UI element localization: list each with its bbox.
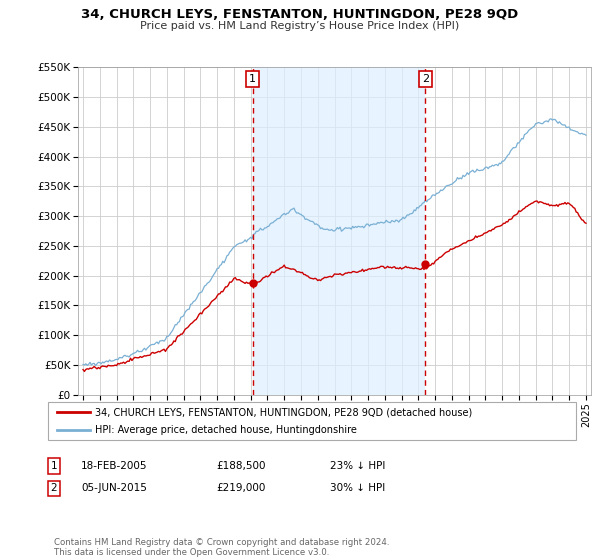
- Text: 05-JUN-2015: 05-JUN-2015: [81, 483, 147, 493]
- Text: 18-FEB-2005: 18-FEB-2005: [81, 461, 148, 471]
- Text: 30% ↓ HPI: 30% ↓ HPI: [330, 483, 385, 493]
- Text: 1: 1: [50, 461, 58, 471]
- Text: Contains HM Land Registry data © Crown copyright and database right 2024.
This d: Contains HM Land Registry data © Crown c…: [54, 538, 389, 557]
- Text: 2: 2: [422, 74, 429, 84]
- Text: £188,500: £188,500: [216, 461, 265, 471]
- Text: 2: 2: [50, 483, 58, 493]
- Text: 34, CHURCH LEYS, FENSTANTON, HUNTINGDON, PE28 9QD: 34, CHURCH LEYS, FENSTANTON, HUNTINGDON,…: [82, 8, 518, 21]
- Text: 1: 1: [249, 74, 256, 84]
- Bar: [253, 67, 425, 395]
- Text: HPI: Average price, detached house, Huntingdonshire: HPI: Average price, detached house, Hunt…: [95, 425, 356, 435]
- Text: Price paid vs. HM Land Registry’s House Price Index (HPI): Price paid vs. HM Land Registry’s House …: [140, 21, 460, 31]
- Text: 23% ↓ HPI: 23% ↓ HPI: [330, 461, 385, 471]
- Text: 34, CHURCH LEYS, FENSTANTON, HUNTINGDON, PE28 9QD (detached house): 34, CHURCH LEYS, FENSTANTON, HUNTINGDON,…: [95, 407, 472, 417]
- Text: £219,000: £219,000: [216, 483, 265, 493]
